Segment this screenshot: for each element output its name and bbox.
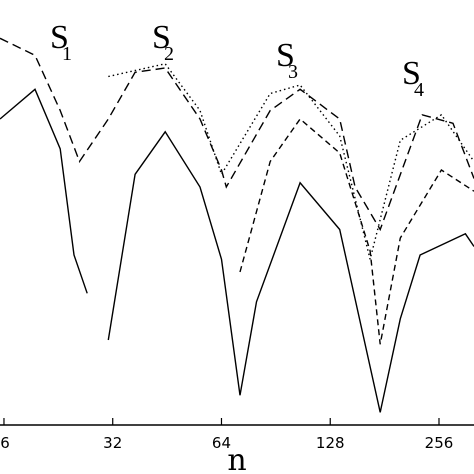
x-tick-label: 256 [425,434,454,452]
x-tick-label: 64 [212,434,231,452]
x-tick-label: 32 [103,434,122,452]
annotation-subscript: 4 [414,79,424,101]
annotation: S [152,19,171,56]
series-line [0,88,474,413]
annotation-subscript: 1 [62,43,72,65]
annotation-subscript: 2 [164,43,174,65]
x-axis-label: n [227,443,246,474]
annotation: S [402,55,421,92]
annotation: S [50,19,69,56]
series-line [239,117,474,345]
x-tick-label: 6 [0,434,10,452]
x-tick-label: 128 [316,434,345,452]
annotation: S [276,37,295,74]
series-line [108,63,474,260]
series-line [0,37,474,232]
annotation-subscript: 3 [288,61,298,83]
